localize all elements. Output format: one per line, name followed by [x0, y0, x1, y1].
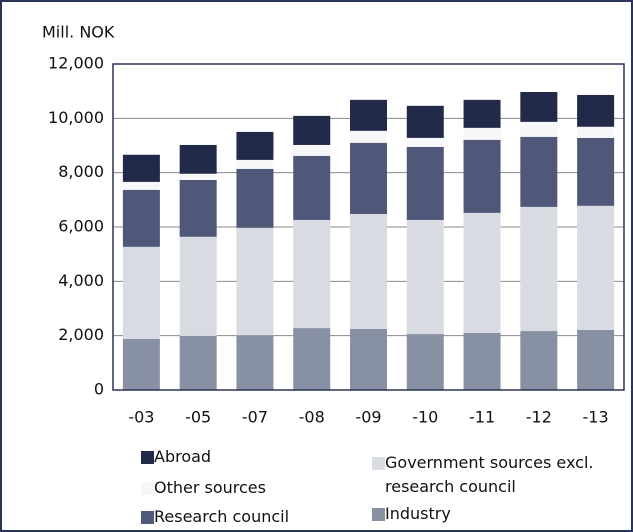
bar-segment — [463, 139, 501, 213]
x-tick-label: -11 — [469, 408, 495, 427]
bar-segment — [463, 332, 501, 390]
bar-segment — [406, 137, 444, 147]
plot-frame — [112, 63, 625, 391]
x-tick-label: -05 — [185, 408, 211, 427]
legend-swatch — [372, 508, 385, 521]
bar-segment — [406, 105, 444, 138]
bar-segment — [577, 126, 615, 138]
bar-segment — [236, 131, 274, 160]
bar-segment — [350, 142, 387, 214]
bar-segment — [463, 127, 501, 140]
x-tick-label: -07 — [242, 408, 268, 427]
bar-segment — [520, 91, 558, 122]
bar-segment — [179, 335, 217, 390]
legend-label: Other sources — [154, 478, 266, 497]
legend-entry: Research council — [141, 505, 341, 529]
x-tick-label: -10 — [412, 408, 438, 427]
bar-segment — [122, 154, 160, 182]
legend-entry: Abroad — [141, 445, 341, 469]
bar-segment — [463, 99, 501, 128]
bar-segment — [293, 115, 331, 145]
legend-label: Abroad — [154, 447, 212, 466]
bar-segment — [577, 94, 615, 127]
x-tick-label: -13 — [583, 408, 609, 427]
x-tick-label: -08 — [299, 408, 325, 427]
bar-segment — [293, 144, 331, 156]
bar-segment — [179, 180, 217, 237]
bar-segment — [293, 219, 331, 329]
x-tick-label: -03 — [128, 408, 154, 427]
bar-segment — [236, 227, 274, 336]
bar-segment — [406, 219, 444, 335]
legend-label: Industry — [385, 504, 451, 523]
bar-segment — [179, 173, 217, 181]
legend-swatch — [141, 511, 154, 524]
bar-segment — [350, 130, 387, 143]
bar-segment — [236, 168, 274, 228]
bar-segment — [577, 329, 615, 390]
legend-label: Research council — [154, 507, 290, 526]
bar-segment — [293, 155, 331, 220]
bar-segment — [520, 121, 558, 137]
bar-segment — [122, 181, 160, 190]
y-tick-label: 4,000 — [58, 271, 104, 290]
x-tick-label: -12 — [526, 408, 552, 427]
bar-segment — [179, 236, 217, 336]
legend-entry: Government sources excl. research counci… — [372, 451, 612, 499]
bar-segment — [520, 206, 558, 332]
legend-swatch — [372, 457, 385, 470]
bar-segment — [406, 334, 444, 390]
legend-label: Government sources excl. research counci… — [385, 453, 594, 496]
bar-segment — [577, 137, 615, 206]
bar-segment — [520, 331, 558, 390]
y-tick-label: 8,000 — [58, 162, 104, 181]
bar-segment — [463, 212, 501, 333]
legend-entry: Other sources — [141, 476, 341, 500]
bar-segment — [236, 335, 274, 390]
bar-segment — [293, 328, 331, 390]
bar-segment — [350, 213, 387, 329]
legend-entry: Industry — [372, 502, 612, 526]
y-tick-label: 6,000 — [58, 217, 104, 236]
bar-segment — [122, 246, 160, 339]
bar-segment — [520, 136, 558, 207]
bar-segment — [350, 328, 387, 390]
y-tick-label: 0 — [94, 380, 104, 399]
legend-swatch — [141, 482, 154, 495]
bar-segment — [122, 338, 160, 390]
bar-segment — [406, 146, 444, 220]
bar-segment — [122, 189, 160, 247]
legend-swatch — [141, 451, 154, 464]
y-axis-label: Mill. NOK — [42, 23, 115, 42]
bar-segment — [577, 205, 615, 330]
y-tick-label: 12,000 — [48, 54, 104, 73]
bar-segment — [236, 159, 274, 169]
y-tick-label: 10,000 — [48, 108, 104, 127]
y-tick-label: 2,000 — [58, 325, 104, 344]
bar-segment — [350, 99, 387, 131]
x-tick-label: -09 — [355, 408, 381, 427]
bar-segment — [179, 144, 217, 174]
